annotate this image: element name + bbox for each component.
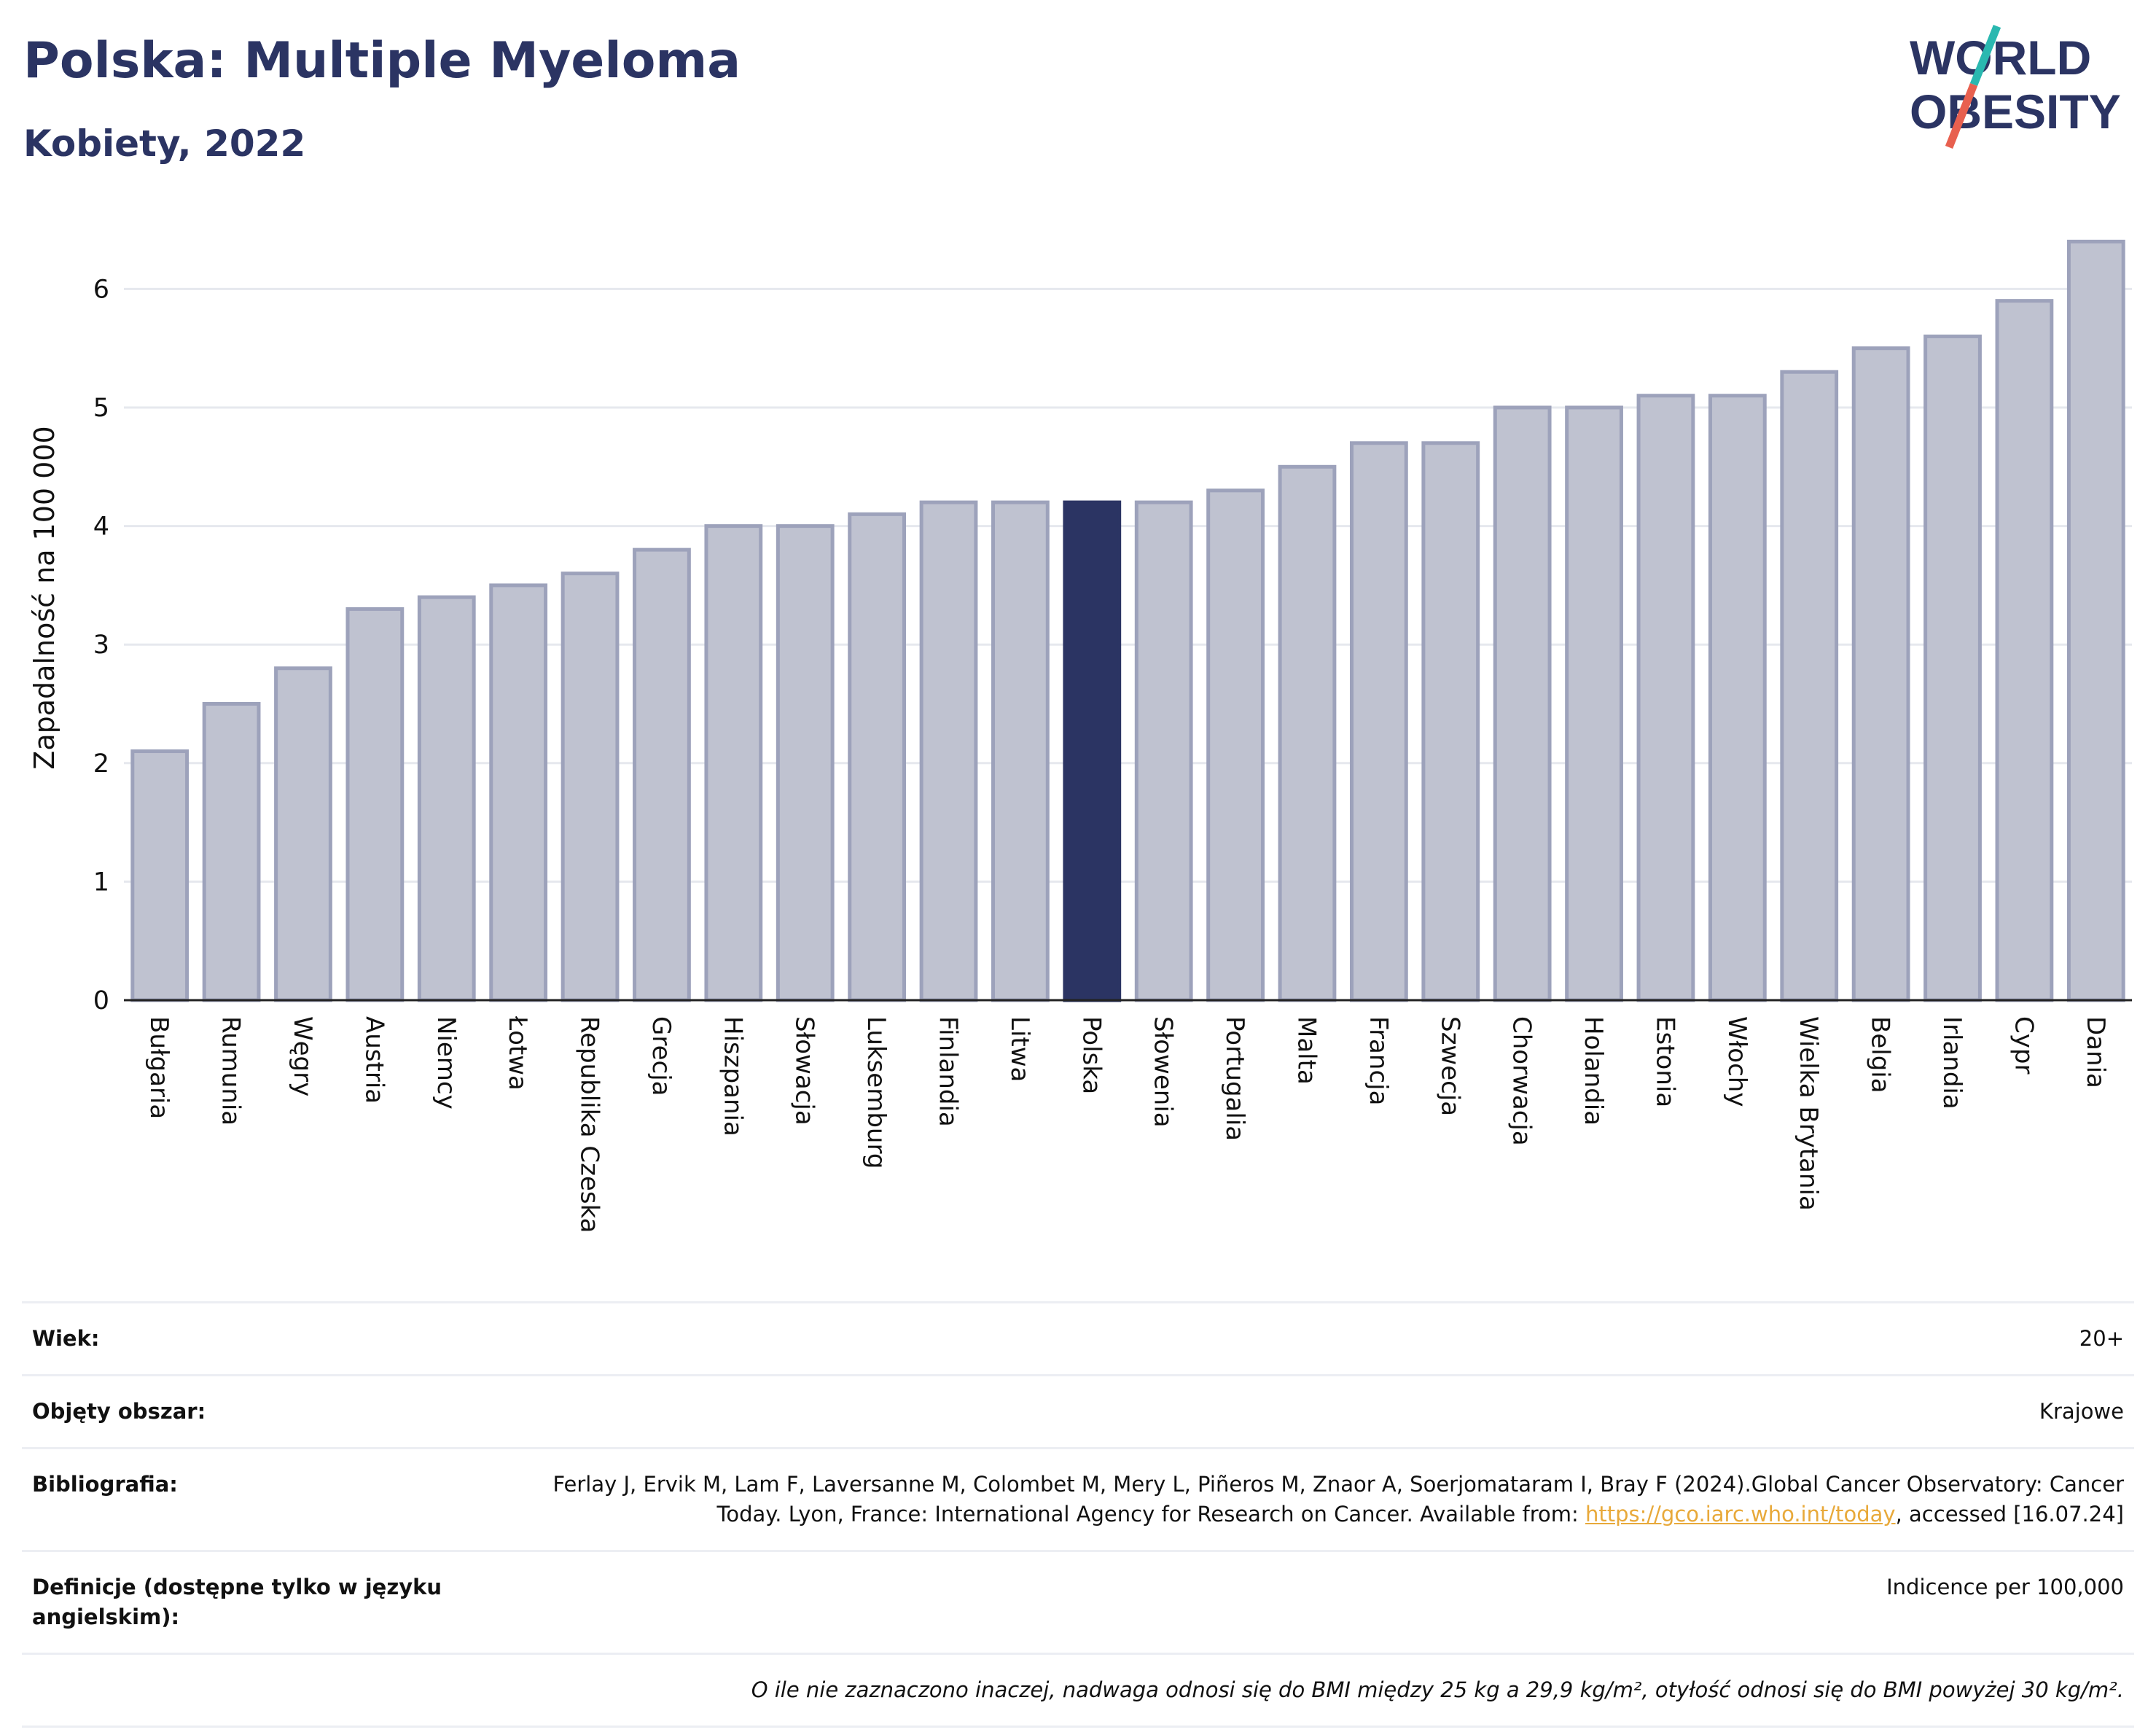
x-tick-label: Luksemburg <box>862 1016 891 1169</box>
x-tick-label: Włochy <box>1722 1016 1751 1107</box>
bar-17 <box>1349 441 1408 1002</box>
age-label: Wiek: <box>32 1326 100 1351</box>
x-tick-label: Holandia <box>1579 1016 1608 1126</box>
x-tick-label: Szwecja <box>1435 1016 1464 1116</box>
x-tick-label: Cypr <box>2009 1016 2038 1074</box>
y-axis-title: Zapadalność na 100 000 <box>28 426 60 769</box>
bar-8 <box>704 524 763 1002</box>
meta-row-definitions: Definicje (dostępne tylko w języku angie… <box>22 1550 2134 1653</box>
bar-20 <box>1565 405 1623 1002</box>
x-tick-label: Rumunia <box>216 1016 246 1126</box>
x-tick-label: Dania <box>2081 1016 2110 1088</box>
meta-row-note: O ile nie zaznaczono inaczej, nadwaga od… <box>22 1653 2134 1728</box>
bar-19 <box>1493 405 1552 1002</box>
definitions-value: Indicence per 100,000 <box>1886 1575 2124 1599</box>
bar-21 <box>1636 394 1695 1002</box>
meta-row-area: Objęty obszar: Krajowe <box>22 1374 2134 1447</box>
x-tick-label: Malta <box>1292 1016 1321 1085</box>
x-tick-label: Belgia <box>1866 1016 1895 1093</box>
x-tick-label: Francja <box>1364 1016 1393 1105</box>
bar-11 <box>919 500 978 1002</box>
logo-slash-top-icon <box>1969 24 2001 87</box>
x-tick-label: Niemcy <box>431 1016 461 1110</box>
bar-5 <box>489 583 548 1002</box>
y-axis-ticks: 0 1 2 3 4 5 6 <box>93 275 109 1015</box>
page-subtitle: Kobiety, 2022 <box>23 122 306 165</box>
area-value: Krajowe <box>2039 1399 2124 1424</box>
bar-23 <box>1780 370 1839 1002</box>
y-tick-label: 0 <box>93 986 109 1015</box>
bar-13 <box>1063 500 1122 1002</box>
y-tick-label: 6 <box>93 275 109 304</box>
bar-18 <box>1421 441 1480 1002</box>
bar-26 <box>1995 299 2054 1002</box>
bibliography-link[interactable]: https://gco.iarc.who.int/today <box>1585 1502 1896 1527</box>
x-tick-label: Słowenia <box>1149 1016 1178 1128</box>
bar-4 <box>417 595 476 1002</box>
logo-line-1: WORLD <box>1910 31 2091 85</box>
x-tick-label: Węgry <box>288 1016 317 1096</box>
x-tick-label: Chorwacja <box>1507 1016 1536 1146</box>
meta-row-age: Wiek: 20+ <box>22 1301 2134 1374</box>
bar-24 <box>1851 346 1910 1002</box>
bibliography-accessed: , accessed [16.07.24] <box>1895 1502 2124 1527</box>
bibliography-text: Ferlay J, Ervik M, Lam F, Laversanne M, … <box>552 1472 2124 1527</box>
y-tick-label: 1 <box>93 868 109 897</box>
area-label: Objęty obszar: <box>32 1399 206 1424</box>
bar-12 <box>991 500 1050 1002</box>
bar-0 <box>130 749 190 1002</box>
logo-slash-bottom-icon <box>1945 82 1978 149</box>
x-tick-label: Finlandia <box>934 1016 963 1127</box>
bar-1 <box>202 702 261 1002</box>
bar-10 <box>848 512 907 1002</box>
x-tick-label: Austria <box>359 1016 388 1104</box>
y-tick-label: 4 <box>93 512 109 542</box>
bibliography-value: Ferlay J, Ervik M, Lam F, Laversanne M, … <box>484 1470 2124 1529</box>
bibliography-label: Bibliografia: <box>32 1472 178 1497</box>
bar-15 <box>1206 488 1265 1002</box>
definitions-label: Definicje (dostępne tylko w języku angie… <box>32 1575 442 1629</box>
bar-22 <box>1708 394 1767 1002</box>
metadata-table: Wiek: 20+ Objęty obszar: Krajowe Bibliog… <box>22 1301 2134 1728</box>
bar-14 <box>1134 500 1193 1002</box>
x-tick-label: Estonia <box>1650 1016 1679 1107</box>
x-tick-label: Bułgaria <box>144 1016 173 1119</box>
x-tick-label: Litwa <box>1005 1016 1034 1082</box>
bmi-note: O ile nie zaznaczono inaczej, nadwaga od… <box>751 1677 2124 1702</box>
page-title: Polska: Multiple Myeloma <box>23 32 741 90</box>
bar-16 <box>1278 464 1337 1002</box>
bar-3 <box>345 607 405 1002</box>
x-tick-label: Łotwa <box>503 1015 532 1091</box>
y-tick-label: 5 <box>93 394 109 423</box>
age-value: 20+ <box>2079 1326 2124 1351</box>
x-tick-label: Irlandia <box>1937 1016 1966 1110</box>
y-tick-label: 2 <box>93 749 109 779</box>
x-tick-label: Wielka Brytania <box>1794 1016 1823 1211</box>
x-tick-label: Polska <box>1077 1016 1106 1094</box>
bar-9 <box>776 524 835 1002</box>
bar-6 <box>561 572 620 1002</box>
x-tick-label: Hiszpania <box>718 1016 747 1136</box>
x-tick-label: Słowacja <box>790 1016 819 1126</box>
x-tick-label: Republika Czeska <box>575 1016 604 1233</box>
bar-25 <box>1923 334 1982 1002</box>
x-tick-label: Portugalia <box>1220 1016 1249 1141</box>
bar-chart: 0 1 2 3 4 5 6 Bułgaria Rumunia Węgry Austria Niemc… <box>28 239 2132 1233</box>
bars <box>130 239 2125 1002</box>
bar-27 <box>2066 239 2125 1002</box>
world-obesity-logo: WORLD OBESITY <box>1910 24 2121 149</box>
meta-row-bibliography: Bibliografia: Ferlay J, Ervik M, Lam F, … <box>22 1447 2134 1550</box>
x-axis-ticks: Bułgaria Rumunia Węgry Austria Niemcy Łotwa Re… <box>144 1015 2110 1233</box>
x-tick-label: Grecja <box>647 1016 676 1096</box>
y-tick-label: 3 <box>93 631 109 660</box>
bar-7 <box>633 547 691 1002</box>
logo-line-2: OBESITY <box>1910 85 2121 139</box>
bar-2 <box>274 666 332 1002</box>
